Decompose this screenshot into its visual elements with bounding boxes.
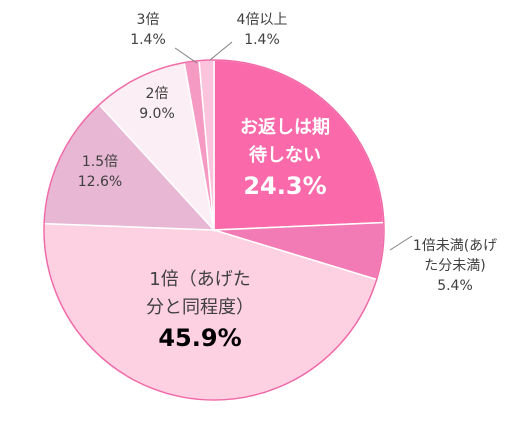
value-label: 45.9%: [158, 324, 242, 352]
category-label: 3倍: [136, 12, 160, 28]
value-label: 9.0%: [139, 106, 175, 122]
slice-label: お返しは期待しない 24.3%: [240, 114, 330, 202]
slice-label: 3倍 1.4%: [123, 10, 173, 50]
value-label: 12.6%: [77, 174, 123, 190]
leader-line: [174, 47, 198, 64]
category-label: 2倍: [145, 86, 169, 102]
category-label: 4倍以上: [236, 12, 288, 28]
leader-line: [209, 41, 233, 61]
category-label: 1倍（あげた分と同程度）: [146, 269, 254, 318]
value-label: 1.4%: [244, 32, 280, 48]
pie-outline: [43, 59, 385, 401]
leader-line: [389, 235, 413, 251]
value-label: 5.4%: [437, 278, 473, 294]
category-label: 1.5倍: [81, 154, 119, 170]
slice-label: 1.5倍 12.6%: [70, 152, 130, 192]
slice-label: 2倍 9.0%: [127, 84, 187, 124]
value-label: 24.3%: [243, 172, 327, 200]
slice-label: 1倍未満(あげた分未満) 5.4%: [410, 236, 500, 296]
slice-label: 4倍以上 1.4%: [222, 10, 302, 50]
slice-label: 1倍（あげた分と同程度） 45.9%: [145, 266, 255, 354]
category-label: お返しは期待しない: [240, 117, 330, 166]
value-label: 1.4%: [130, 32, 166, 48]
category-label: 1倍未満(あげた分未満): [412, 238, 498, 274]
